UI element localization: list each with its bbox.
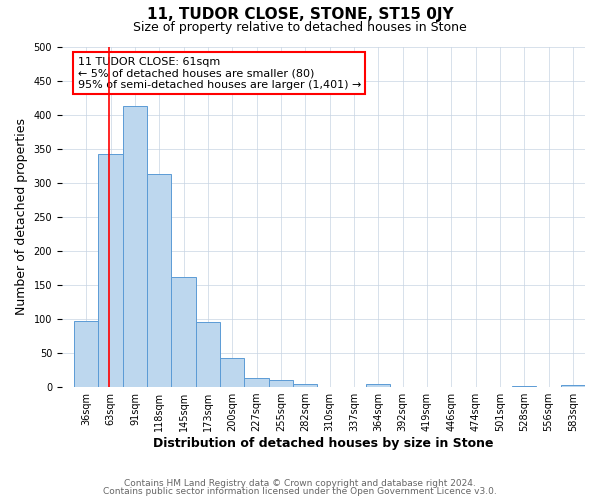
Bar (366, 384, 391, 387)
Bar (269, 380, 293, 387)
Text: 11, TUDOR CLOSE, STONE, ST15 0JY: 11, TUDOR CLOSE, STONE, ST15 0JY (146, 8, 454, 22)
Text: 11 TUDOR CLOSE: 61sqm
← 5% of detached houses are smaller (80)
95% of semi-detac: 11 TUDOR CLOSE: 61sqm ← 5% of detached h… (77, 56, 361, 90)
Bar (74, 321, 98, 387)
Bar (123, 106, 147, 387)
Y-axis label: Number of detached properties: Number of detached properties (15, 118, 28, 316)
Bar (196, 322, 220, 387)
Bar (512, 386, 536, 387)
X-axis label: Distribution of detached houses by size in Stone: Distribution of detached houses by size … (153, 437, 494, 450)
Bar (147, 174, 172, 387)
Bar (220, 358, 244, 387)
Text: Size of property relative to detached houses in Stone: Size of property relative to detached ho… (133, 21, 467, 34)
Bar (172, 276, 196, 387)
Text: Contains public sector information licensed under the Open Government Licence v3: Contains public sector information licen… (103, 487, 497, 496)
Text: Contains HM Land Registry data © Crown copyright and database right 2024.: Contains HM Land Registry data © Crown c… (124, 478, 476, 488)
Bar (560, 385, 585, 387)
Bar (244, 378, 269, 387)
Bar (293, 384, 317, 387)
Bar (98, 154, 123, 387)
